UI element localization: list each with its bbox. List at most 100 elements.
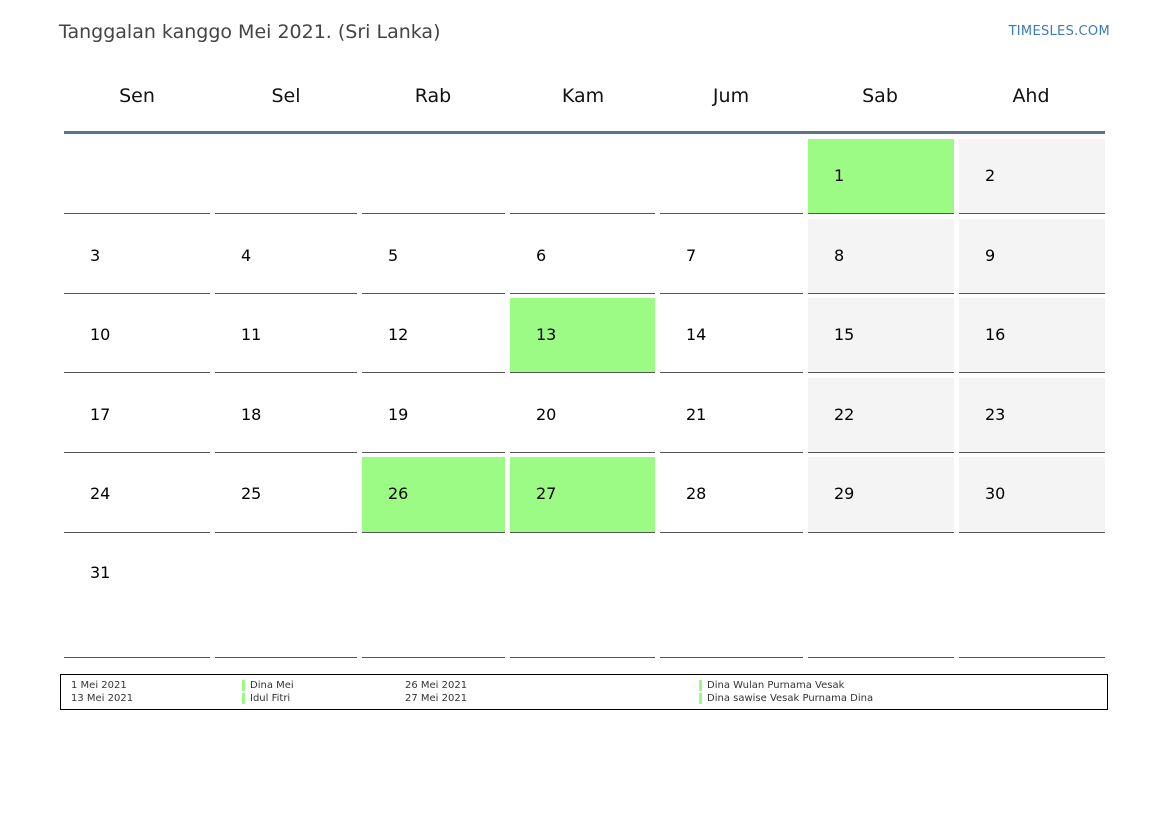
cell-bottom-border: [64, 657, 210, 658]
legend-holiday-name: Dina Mei: [250, 680, 294, 691]
cell-bottom-border: [959, 532, 1105, 533]
cell-bottom-border: [215, 657, 357, 658]
calendar-day-cell: 23: [959, 378, 1105, 453]
cell-bottom-border: [660, 213, 803, 214]
calendar-empty-cell: [362, 537, 505, 658]
calendar-day-cell: 20: [510, 378, 655, 453]
legend-color-marker: [242, 693, 245, 704]
calendar-day-cell: 30: [959, 457, 1105, 533]
legend-date: 26 Mei 2021: [405, 680, 468, 691]
cell-bottom-border: [510, 293, 655, 294]
cell-bottom-border: [215, 532, 357, 533]
calendar-day-cell: 5: [362, 219, 505, 294]
calendar-empty-cell: [215, 139, 357, 214]
calendar-day-cell: 10: [64, 298, 210, 373]
day-number: 21: [686, 405, 707, 424]
cell-bottom-border: [660, 657, 803, 658]
cell-bottom-border: [510, 452, 655, 453]
day-number: 6: [536, 246, 547, 265]
day-number: 7: [686, 246, 697, 265]
cell-bottom-border: [808, 657, 954, 658]
cell-bottom-border: [215, 372, 357, 373]
calendar-day-cell: 4: [215, 219, 357, 294]
cell-bottom-border: [362, 293, 505, 294]
day-number: 30: [985, 484, 1006, 503]
calendar-empty-cell: [362, 139, 505, 214]
day-number: 19: [388, 405, 409, 424]
weekday-header-row: Sen Sel Rab Kam Jum Sab Ahd: [64, 80, 1105, 120]
holiday-legend: 1 Mei 2021 Dina Mei 13 Mei 2021 Idul Fit…: [60, 674, 1108, 710]
weekday-header-sab: Sab: [862, 85, 898, 107]
brand-link[interactable]: TIMESLES.COM: [1008, 24, 1110, 39]
cell-bottom-border: [510, 372, 655, 373]
weekend-shading: [808, 219, 954, 293]
day-number: 26: [388, 484, 409, 503]
cell-bottom-border: [362, 532, 505, 533]
calendar-day-cell: 19: [362, 378, 505, 453]
day-number: 28: [686, 484, 707, 503]
calendar-day-cell: 22: [808, 378, 954, 453]
day-number: 31: [90, 563, 111, 582]
calendar-empty-cell: [64, 139, 210, 214]
calendar-empty-cell: [215, 537, 357, 658]
calendar-day-cell: 29: [808, 457, 954, 533]
weekday-header-rab: Rab: [414, 85, 452, 107]
calendar-day-cell: 28: [660, 457, 803, 533]
legend-holiday-name: Dina sawise Vesak Purnama Dina: [707, 693, 874, 704]
legend-holiday-name: Idul Fitri: [250, 693, 291, 704]
page-title: Tanggalan kanggo Mei 2021. (Sri Lanka): [59, 21, 441, 43]
cell-bottom-border: [362, 452, 505, 453]
day-number: 27: [536, 484, 557, 503]
cell-bottom-border: [808, 213, 954, 214]
weekday-header-jum: Jum: [712, 85, 750, 107]
calendar-empty-cell: [510, 537, 655, 658]
weekend-shading: [959, 378, 1105, 452]
calendar-day-cell: 31: [64, 537, 210, 658]
day-number: 20: [536, 405, 557, 424]
holiday-highlight: [362, 457, 505, 532]
cell-bottom-border: [510, 657, 655, 658]
day-number: 22: [834, 405, 855, 424]
day-number: 12: [388, 325, 409, 344]
legend-color-marker: [242, 680, 245, 691]
cell-bottom-border: [660, 532, 803, 533]
weekend-shading: [959, 219, 1105, 293]
cell-bottom-border: [660, 293, 803, 294]
legend-color-marker: [699, 680, 702, 691]
cell-bottom-border: [215, 293, 357, 294]
calendar-day-cell: 8: [808, 219, 954, 294]
cell-bottom-border: [808, 452, 954, 453]
cell-bottom-border: [959, 452, 1105, 453]
day-number: 15: [834, 325, 855, 344]
calendar-day-cell: 13: [510, 298, 655, 373]
calendar-day-cell: 15: [808, 298, 954, 373]
weekend-shading: [959, 139, 1105, 213]
day-number: 9: [985, 246, 996, 265]
calendar-day-cell: 25: [215, 457, 357, 533]
legend-holiday-name: Dina Wulan Purnama Vesak: [707, 680, 845, 691]
cell-bottom-border: [959, 213, 1105, 214]
legend-date: 27 Mei 2021: [405, 693, 468, 704]
weekday-header-sel: Sel: [271, 85, 301, 107]
day-number: 18: [241, 405, 262, 424]
calendar-day-cell: 14: [660, 298, 803, 373]
day-number: 17: [90, 405, 111, 424]
cell-bottom-border: [808, 293, 954, 294]
legend-date: 13 Mei 2021: [71, 693, 134, 704]
calendar-day-cell: 3: [64, 219, 210, 294]
calendar-empty-cell: [959, 537, 1105, 658]
cell-bottom-border: [959, 293, 1105, 294]
calendar-empty-cell: [808, 537, 954, 658]
calendar-day-cell: 9: [959, 219, 1105, 294]
calendar-day-cell: 16: [959, 298, 1105, 373]
cell-bottom-border: [362, 657, 505, 658]
day-number: 1: [834, 166, 845, 185]
day-number: 23: [985, 405, 1006, 424]
day-number: 13: [536, 325, 557, 344]
weekend-shading: [808, 378, 954, 452]
weekday-header-ahd: Ahd: [1012, 85, 1050, 107]
calendar-empty-cell: [660, 537, 803, 658]
day-number: 25: [241, 484, 262, 503]
day-number: 24: [90, 484, 111, 503]
calendar-empty-cell: [510, 139, 655, 214]
